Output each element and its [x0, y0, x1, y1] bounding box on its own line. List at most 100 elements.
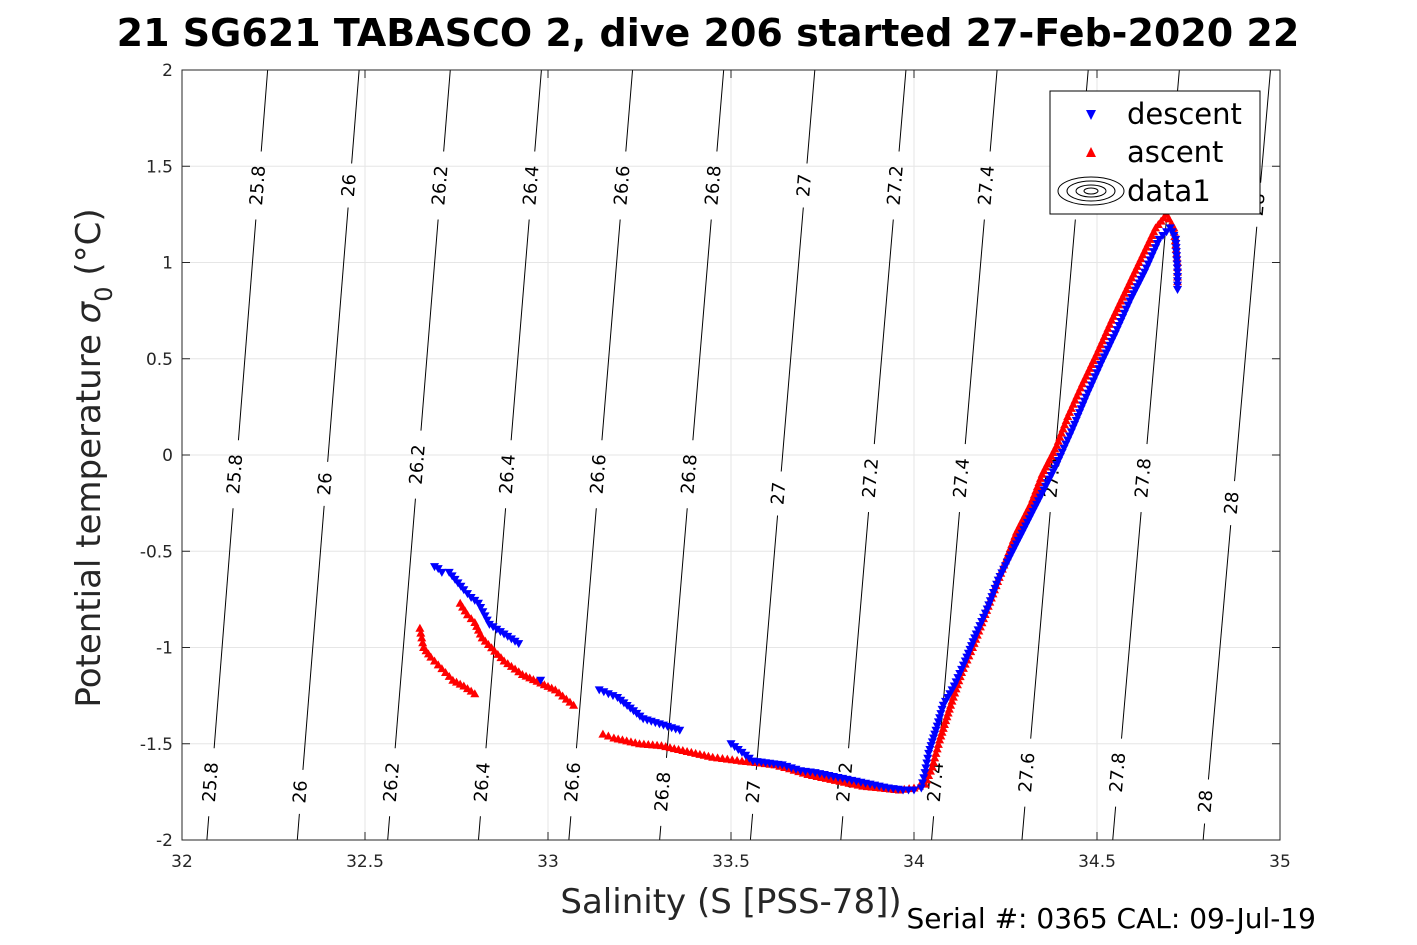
contour-line-25.8: [213, 508, 234, 749]
contour-line-27.4: [989, 70, 998, 152]
ascent-point: [1094, 344, 1104, 353]
contour-label-28: 28: [1195, 789, 1218, 814]
ascent-point: [1036, 473, 1046, 482]
y-axis-label-subscript: 0: [90, 286, 118, 301]
y-tick-label: -2: [156, 831, 173, 851]
contour-label-26: 26: [289, 780, 312, 805]
descent-point: [936, 710, 946, 719]
ascent-point: [1032, 482, 1042, 491]
descent-point: [1173, 285, 1183, 294]
ascent-point: [415, 623, 425, 632]
x-tick-label: 34: [903, 852, 925, 872]
legend-ascent-marker: [1086, 147, 1096, 157]
y-tick-label: 0: [162, 446, 173, 466]
contour-line-27.4: [964, 219, 985, 445]
contour-label-26.6: 26.6: [586, 453, 610, 495]
contour-line-27.6: [1030, 512, 1051, 739]
descent-point: [1171, 244, 1181, 253]
descent-point: [1173, 277, 1183, 286]
descent-point: [492, 625, 502, 634]
contour-line-26.6: [601, 219, 621, 441]
contour-label-27.4: 27.4: [950, 457, 974, 499]
ascent-point: [1099, 332, 1109, 341]
descent-point: [482, 616, 492, 625]
descent-series: [430, 224, 1183, 795]
y-axis-label-unit: (°C): [69, 208, 109, 286]
contour-line-26.4: [477, 816, 481, 840]
descent-point: [437, 568, 447, 577]
contour-line-27.8: [1146, 219, 1167, 445]
y-tick-label: 2: [162, 61, 173, 81]
descent-point: [922, 759, 932, 768]
descent-point: [920, 769, 930, 778]
ascent-point: [947, 696, 957, 705]
contour-line-26.8: [716, 70, 725, 152]
descent-point: [1172, 260, 1182, 269]
ascent-point: [925, 766, 935, 775]
contour-line-26.2: [443, 70, 451, 152]
x-axis-label: Salinity (S [PSS-78]): [560, 882, 901, 922]
contour-label-26: 26: [314, 472, 337, 497]
y-axis-label-sigma: σ: [69, 300, 109, 323]
legend-data1-marker: [1057, 176, 1125, 206]
descent-point: [1173, 272, 1183, 281]
descent-point: [514, 640, 524, 649]
contour-line-26.6: [568, 816, 572, 840]
contour-line-27: [755, 515, 779, 770]
x-tick-label: 32: [171, 852, 193, 872]
contour-line-27.2: [840, 816, 844, 840]
ascent-point: [1097, 336, 1107, 345]
contour-line-27.6: [1021, 806, 1026, 840]
descent-point: [1171, 235, 1181, 244]
contour-line-26.6: [575, 508, 597, 749]
ascent-point: [950, 688, 960, 697]
contour-line-25.8: [206, 816, 210, 840]
descent-point: [918, 779, 928, 788]
ascent-point: [470, 689, 480, 698]
contour-label-26.6: 26.6: [610, 165, 634, 207]
descent-point: [536, 676, 546, 685]
descent-point: [932, 722, 942, 731]
descent-point: [1172, 264, 1182, 273]
ascent-point: [1066, 403, 1076, 412]
contour-label-25.8: 25.8: [246, 165, 270, 207]
y-axis-label-main: Potential temperature: [69, 323, 109, 707]
ascent-point: [441, 668, 451, 677]
ascent-point: [1074, 387, 1084, 396]
descent-point: [1172, 256, 1182, 265]
chart-title: 21 SG621 TABASCO 2, dive 206 started 27-…: [117, 11, 1300, 55]
contour-line-27.2: [848, 512, 870, 749]
contour-label-26.2: 26.2: [380, 761, 404, 803]
legend-box: [1049, 90, 1261, 215]
ascent-point: [932, 744, 942, 753]
contour-label-25.8: 25.8: [199, 761, 223, 803]
contour-line-27.4: [931, 816, 935, 840]
ascent-point: [1061, 416, 1071, 425]
contour-label-26.4: 26.4: [496, 453, 520, 495]
ascent-point: [418, 638, 428, 647]
descent-point: [933, 718, 943, 727]
ascent-point: [1105, 319, 1115, 328]
ascent-point: [1031, 486, 1041, 495]
descent-point: [937, 705, 947, 714]
descent-point: [506, 635, 516, 644]
density-contours: [206, 70, 1271, 840]
contour-line-27.8: [1112, 806, 1117, 840]
contour-label-27.4: 27.4: [975, 165, 999, 207]
legend-descent-label: descent: [1127, 97, 1242, 131]
contour-line-27: [806, 70, 816, 164]
legend-descent-marker: [1086, 110, 1096, 120]
contour-line-26.8: [665, 508, 688, 758]
ascent-point: [1058, 424, 1068, 433]
descent-point: [1173, 268, 1183, 277]
descent-point: [495, 628, 505, 637]
descent-point: [919, 774, 929, 783]
descent-point: [1172, 252, 1182, 261]
descent-point: [1158, 232, 1168, 241]
descent-point: [488, 623, 498, 632]
contour-line-26.2: [420, 219, 439, 431]
ascent-point: [466, 614, 476, 623]
x-tick-label: 33: [537, 852, 559, 872]
contour-label-27.6: 27.6: [1015, 752, 1039, 794]
contour-line-26: [351, 70, 360, 164]
